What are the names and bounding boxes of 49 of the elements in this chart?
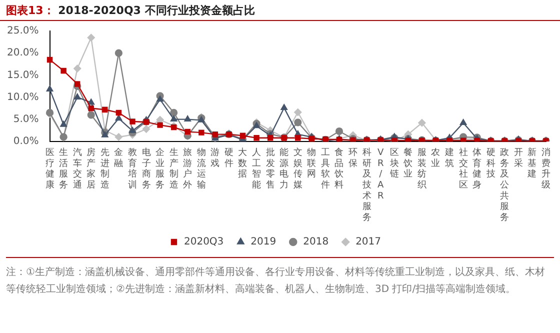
x-tick-label: 餐饮业 — [402, 147, 413, 180]
y-tick-label: 0.0% — [13, 136, 39, 147]
x-tick-label: 游戏 — [210, 147, 220, 169]
x-tick-label: VR/AR — [377, 148, 385, 202]
x-tick-label: 企业服务 — [156, 147, 165, 191]
x-tick-label: 消费升级 — [542, 147, 550, 191]
x-tick-label: 科研及技术服务 — [361, 147, 372, 223]
x-tick-label: 硬件 — [224, 147, 234, 169]
legend-label: 2020Q3 — [184, 236, 224, 248]
legend-label: 2019 — [250, 236, 276, 248]
x-tick-label: 旅游户外 — [183, 147, 192, 191]
legend-label: 2018 — [303, 236, 329, 248]
x-tick-label: 建筑 — [444, 147, 454, 169]
x-tick-label: 生活服务 — [59, 147, 68, 191]
x-tick-label: 房产家居 — [86, 147, 96, 191]
x-tick-label: 先进制造 — [100, 147, 110, 191]
legend-label: 2017 — [356, 236, 382, 248]
x-tick-label: 能源电力 — [280, 147, 289, 191]
x-tick-label: 生产制造 — [169, 147, 178, 191]
chart-title: 图表13： 2018-2020Q3 不同行业投资金额占比 — [6, 4, 255, 17]
x-tick-label: 开采 — [514, 148, 523, 169]
x-tick-label: 物流运输 — [196, 147, 206, 191]
y-tick-label: 25.0% — [6, 26, 39, 37]
x-tick-label: 区块链 — [388, 147, 399, 180]
x-tick-label: 工具软件 — [320, 148, 330, 191]
x-tick-label: 人工智能 — [252, 147, 262, 191]
x-tick-label: 电子商务 — [142, 147, 151, 191]
x-tick-label: 文娱传媒 — [293, 147, 302, 191]
x-tick-label: 服装纺织 — [417, 148, 426, 191]
x-tick-label: 医疗健康 — [45, 147, 54, 191]
y-tick-label: 15.0% — [6, 70, 39, 81]
x-tick-label: 环保 — [348, 148, 358, 169]
x-tick-label: 食品饮料 — [334, 147, 344, 191]
x-tick-label: 汽车交通 — [72, 147, 82, 191]
y-tick-label: 10.0% — [6, 92, 39, 103]
x-tick-label: 大数据 — [238, 147, 248, 180]
y-tick-label: 20.0% — [6, 48, 39, 59]
x-tick-label: 政务及公共服务 — [500, 147, 510, 223]
text: 注：①生产制造：涵盖机械设备、通用零部件等通用设备、各行业专用设备、材料等传统重工业制造，以及家具、纸、木材等传统轻工业制造领域；②先进制造：涵盖新材料、高端装备、机器人、生物制造、3D 打印/扫描等高端制造领域。 — [5, 266, 546, 297]
x-tick-label: 社交社区 — [458, 147, 468, 191]
y-tick-label: 5.0% — [13, 114, 39, 125]
x-tick-label: 硬科技 — [485, 147, 496, 180]
x-tick-label: 新基建 — [526, 147, 537, 180]
x-tick-label: 物联网 — [307, 147, 316, 180]
x-tick-label: 金融 — [114, 147, 124, 169]
x-tick-label: 教育培训 — [126, 147, 137, 191]
x-tick-label: 体育健身 — [472, 147, 482, 191]
x-tick-label: 农业 — [431, 147, 440, 169]
x-tick-label: 批发零售 — [266, 147, 275, 191]
